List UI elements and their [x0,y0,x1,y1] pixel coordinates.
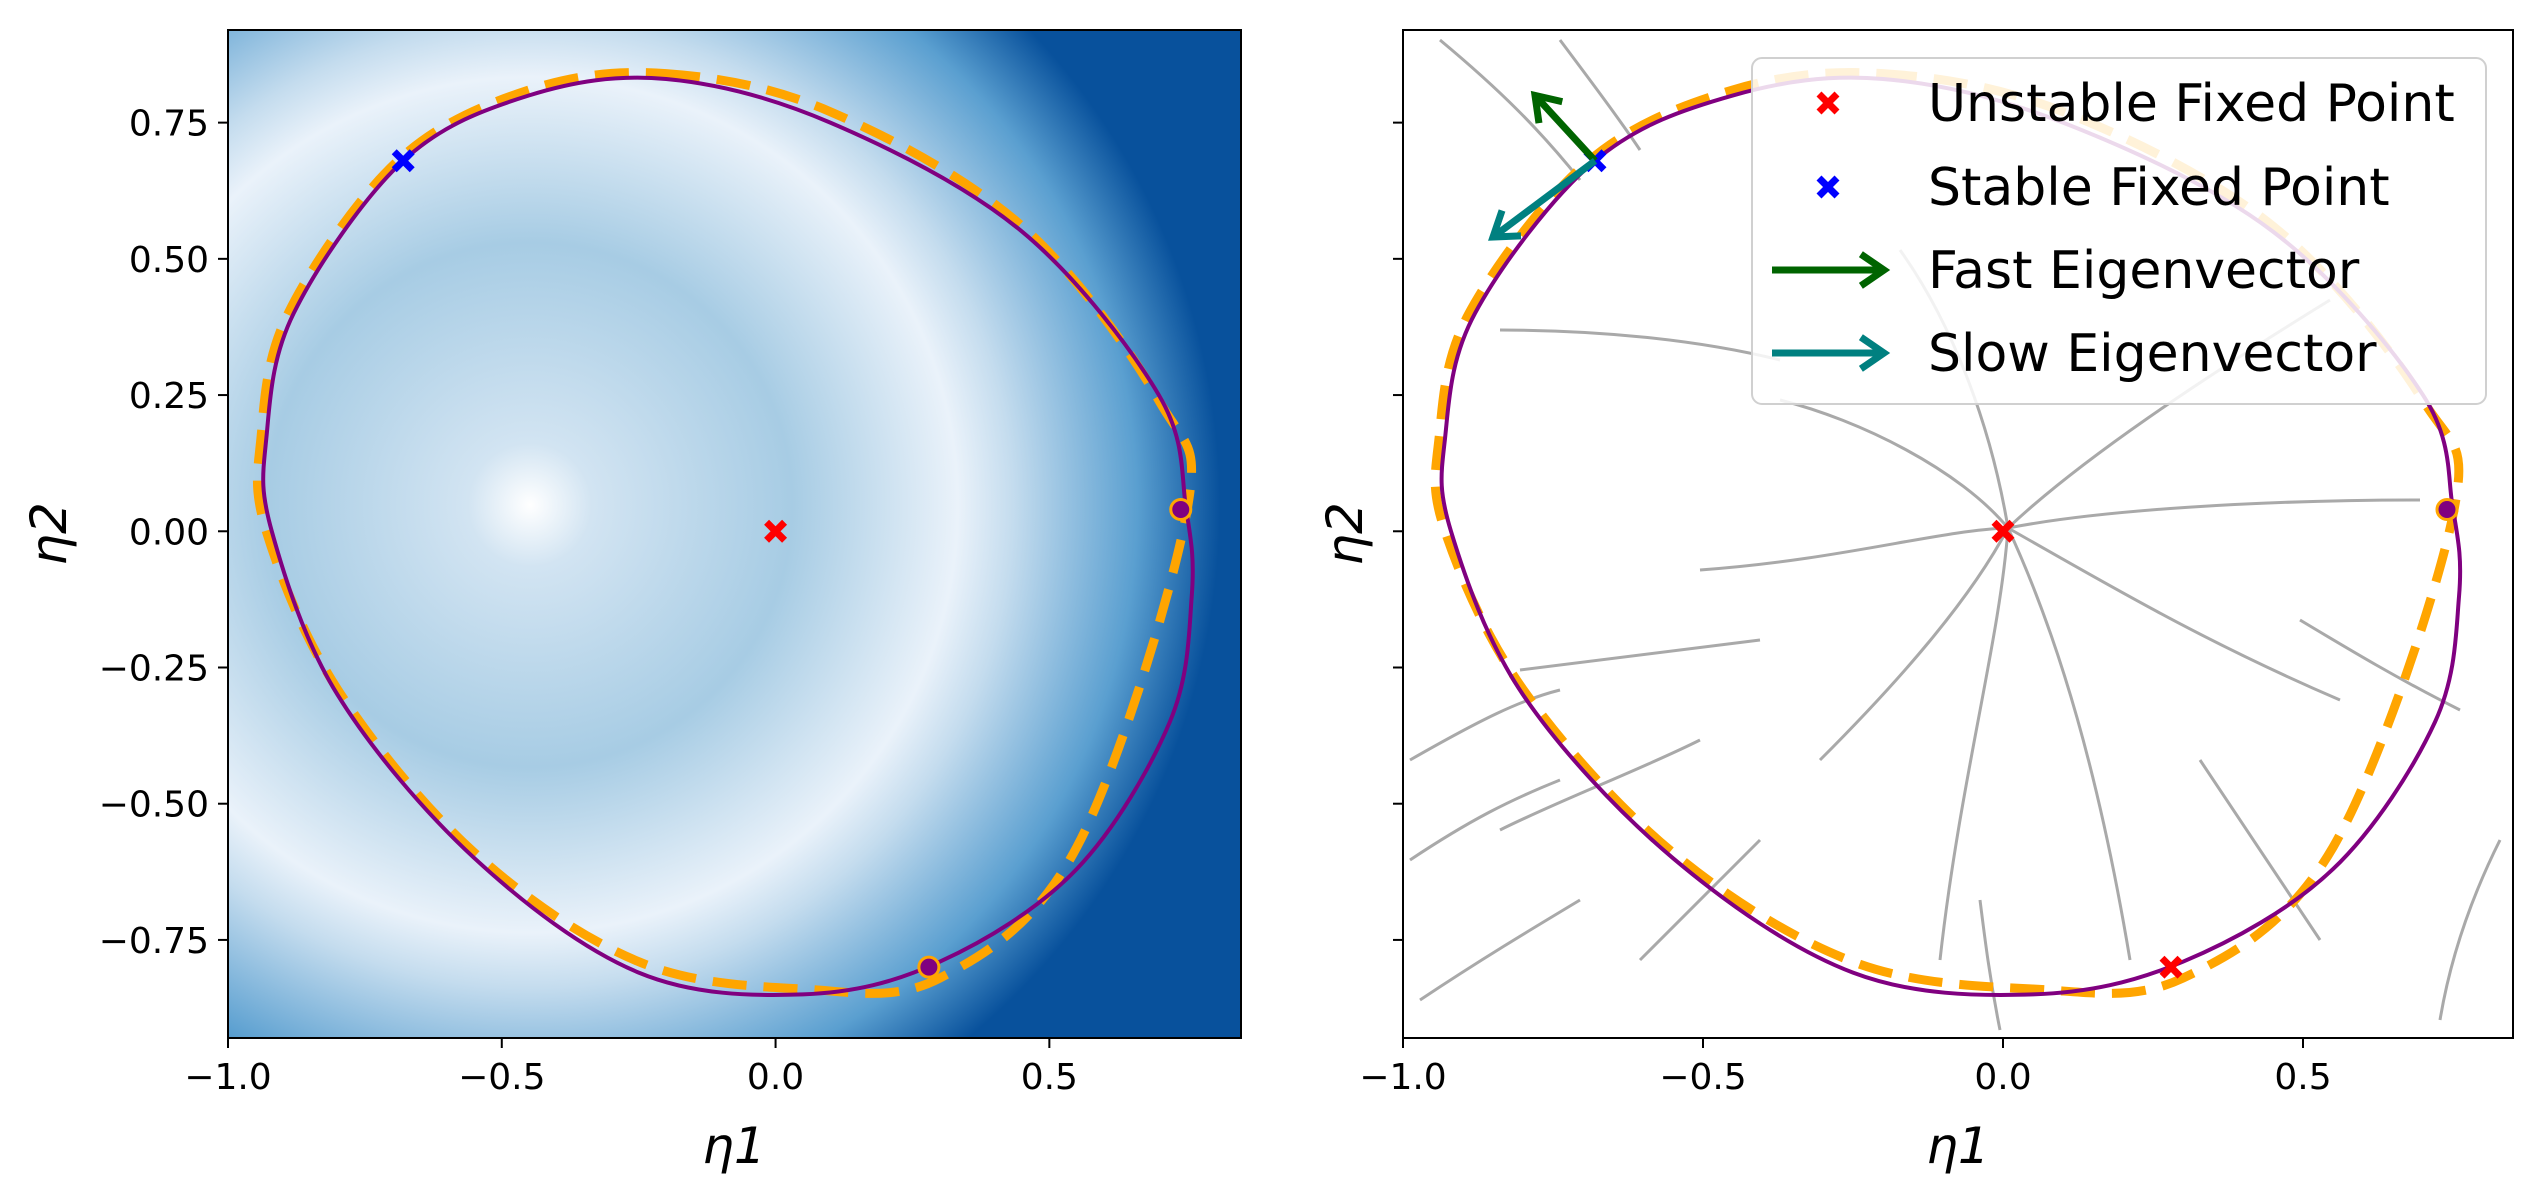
x-tick-label: 0.0 [1974,1057,2031,1098]
stable-fixed-point-marker [391,149,415,173]
streamline [1439,38,1582,181]
x-tick-label: −0.5 [1659,1057,1746,1098]
streamline [1419,898,1581,1002]
streamline [1938,527,2010,961]
legend-key-unstable [1816,91,1840,115]
unstable-fixed-point-marker [1991,519,2015,543]
streamline [2198,759,2322,941]
legend-key-stable [1816,175,1840,199]
left-x-ticks: −1.0 −0.5 0.0 0.5 [184,1038,1078,1098]
streamline [1519,638,1761,672]
legend-key-fast [1772,251,1891,289]
right-markers [1488,90,2459,979]
cycle-marker [917,955,941,979]
legend-label-unstable: Unstable Fixed Point [1928,74,2455,134]
streamline [1779,398,2010,529]
x-tick-label: 0.0 [747,1057,804,1098]
x-tick-label: −1.0 [1359,1057,1446,1098]
right-panel: −1.0 −0.5 0.0 0.5 η1 η2 Unstable Fixed Poin… [1316,29,2514,1175]
streamline [1409,688,1561,762]
left-plot-frame [227,29,1242,1039]
streamline [2007,498,2421,530]
streamline [1409,778,1561,862]
streamline [2007,526,2341,702]
left-markers [391,149,1193,979]
streamline [1699,526,2009,572]
cycle-marker [1169,497,1193,521]
legend-label-slow: Slow Eigenvector [1928,324,2377,384]
streamline [2438,839,2502,1021]
y-tick-label: −0.50 [99,785,209,826]
x-tick-label: 0.5 [1021,1057,1078,1098]
right-plot-frame [1402,29,2514,1039]
x-tick-label: 0.5 [2274,1057,2331,1098]
right-y-ticks [1393,121,1403,941]
y-tick-label: −0.75 [99,921,209,962]
legend: Unstable Fixed Point Stable Fixed Point … [1751,57,2487,405]
unstable-fixed-point-marker [764,519,788,543]
x-tick-label: −0.5 [458,1057,545,1098]
y-tick-label: 0.75 [129,104,209,145]
left-limit-cycle-curve [261,75,1195,997]
legend-key-slow [1772,334,1891,372]
legend-label-stable: Stable Fixed Point [1928,158,2390,218]
left-approximation-curve [252,68,1196,998]
right-x-ticks: −1.0 −0.5 0.0 0.5 [1359,1038,2332,1098]
right-y-axis-label: η2 [1316,502,1374,566]
legend-box [1751,57,2487,405]
streamline [2299,618,2461,712]
legend-label-fast: Fast Eigenvector [1928,241,2360,301]
y-tick-label: 0.25 [129,376,209,417]
streamline [2006,527,2132,961]
left-panel: −1.0 −0.5 0.0 0.5 0.75 0.50 0.25 0.00 −0.25 −0.5… [20,29,1242,1175]
streamline [1499,328,1781,362]
streamline [1978,899,2002,1031]
right-approximation-curve [1430,68,2464,998]
fast-eigenvector-arrow [1530,90,1598,164]
left-heatmap-background [228,30,1241,1038]
y-tick-label: 0.50 [129,240,209,281]
y-tick-label: −0.25 [99,648,209,689]
left-y-ticks: 0.75 0.50 0.25 0.00 −0.25 −0.50 −0.75 [99,104,228,962]
x-tick-label: −1.0 [184,1057,271,1098]
right-x-axis-label: η1 [1926,1117,1990,1175]
saddle-point-marker [2159,955,2183,979]
slow-eigenvector-arrow [1488,157,1598,241]
streamline [1499,738,1701,832]
y-tick-label: 0.00 [129,512,209,553]
cycle-marker [2435,497,2459,521]
streamlines [1409,38,2502,1031]
streamline [1558,39,1642,151]
streamline [1638,838,1762,962]
legend-keys [1772,91,1891,372]
streamline [1818,527,2010,762]
left-x-axis-label: η1 [702,1117,766,1175]
left-y-axis-label: η2 [20,502,78,566]
